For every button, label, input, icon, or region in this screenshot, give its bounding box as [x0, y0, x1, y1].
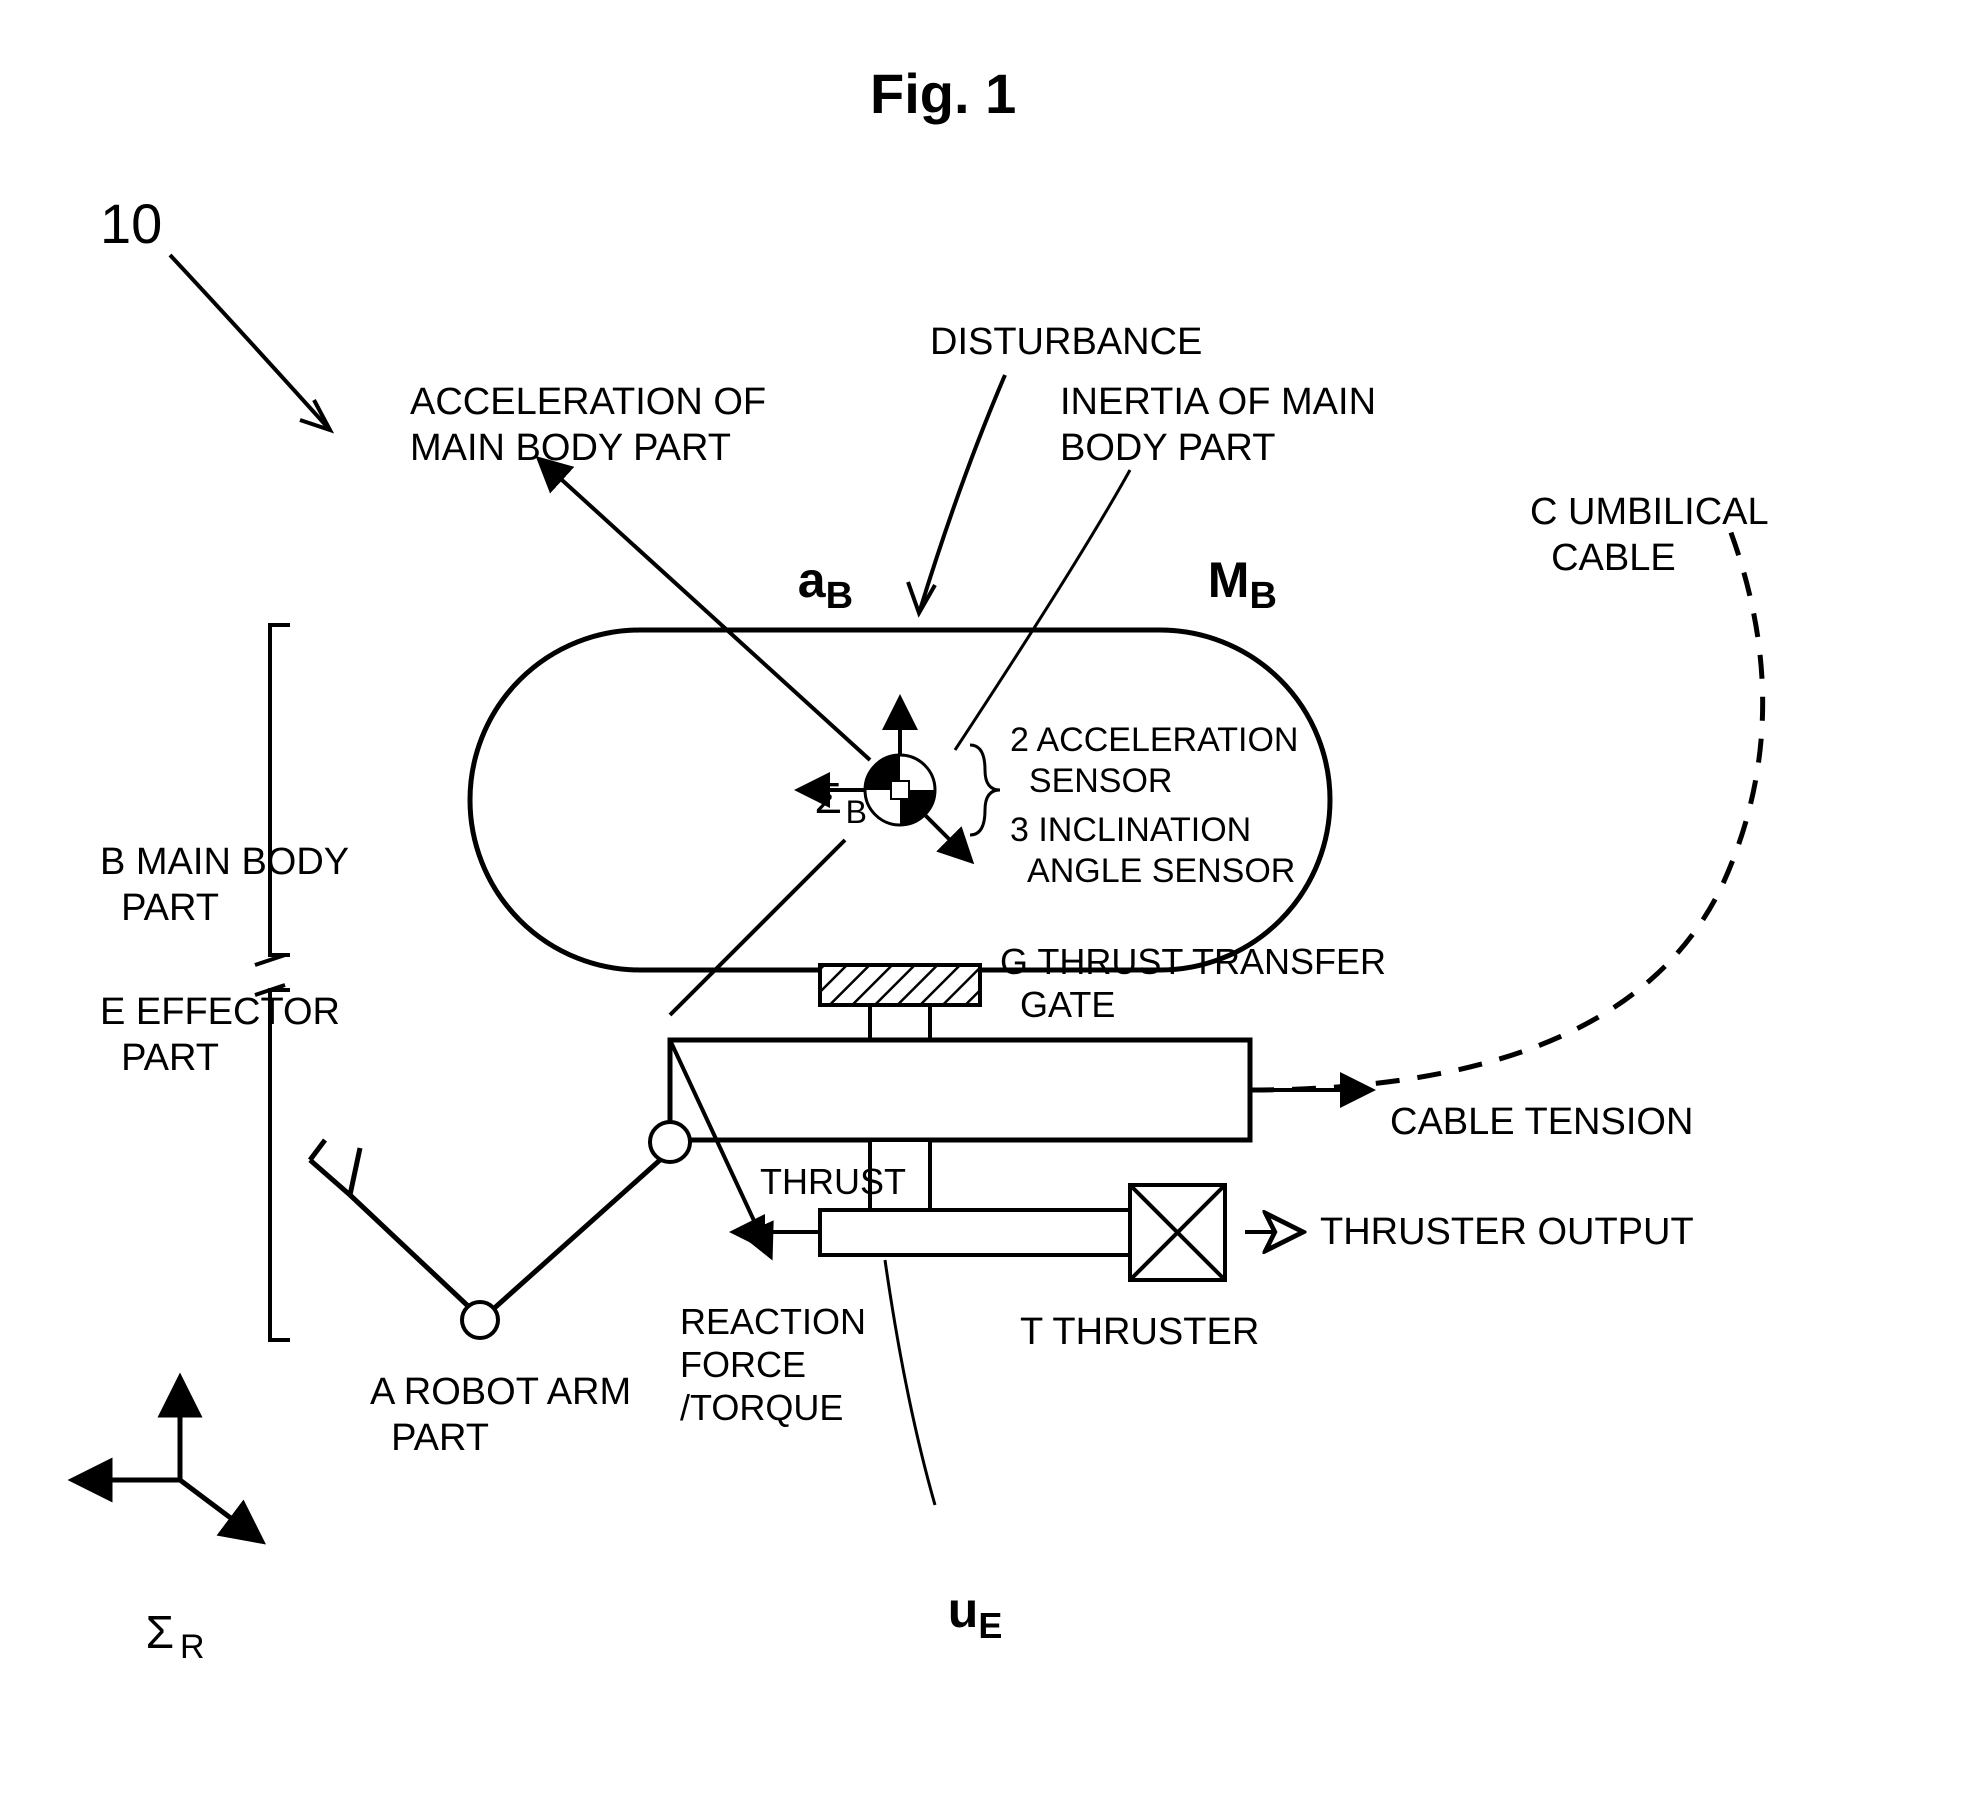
symbol-MB: MB [1180, 490, 1277, 620]
label-sensor-3: 3 INCLINATION ANGLE SENSOR [1010, 810, 1295, 892]
MB-sub: B [1249, 575, 1276, 617]
figure-title: Fig. 1 [870, 60, 1016, 127]
ref-number: 10 [100, 190, 162, 257]
sigmaR-sub: R [174, 1628, 205, 1666]
label-thrust: THRUST [760, 1160, 906, 1203]
sigmaB-sub: B [842, 794, 867, 830]
symbol-sigmaR: ΣR [120, 1550, 205, 1668]
label-A: A ROBOT ARM PART [370, 1370, 631, 1461]
label-accel-body: ACCELERATION OF MAIN BODY PART [410, 380, 766, 471]
label-cable-tension: CABLE TENSION [1390, 1100, 1693, 1146]
label-thruster-output: THRUSTER OUTPUT [1320, 1210, 1694, 1256]
symbol-uE: uE [920, 1520, 1002, 1647]
label-E: E EFFECTOR PART [100, 990, 340, 1081]
symbol-aB: aB [770, 490, 853, 620]
sigmaB-main: Σ [814, 774, 841, 823]
sigmaR-main: Σ [146, 1606, 174, 1658]
symbol-sigmaB: ΣB [790, 720, 867, 831]
label-disturbance: DISTURBANCE [930, 320, 1202, 366]
label-umbilical: C UMBILICAL CABLE [1530, 490, 1769, 581]
label-B: B MAIN BODY PART [100, 840, 349, 931]
uE-main: u [948, 1582, 979, 1638]
MB-main: M [1208, 552, 1250, 608]
figure-canvas: Fig. 1 10 DISTURBANCE ACCELERATION OF MA… [0, 0, 1987, 1794]
label-inertia-body: INERTIA OF MAIN BODY PART [1060, 380, 1376, 471]
aB-sub: B [826, 575, 853, 617]
label-T: T THRUSTER [1020, 1310, 1259, 1356]
aB-main: a [798, 552, 826, 608]
label-G: G THRUST TRANSFER GATE [1000, 940, 1386, 1026]
label-reaction: REACTION FORCE /TORQUE [680, 1300, 866, 1430]
label-sensor-2: 2 ACCELERATION SENSOR [1010, 720, 1298, 802]
uE-sub: E [978, 1605, 1002, 1646]
